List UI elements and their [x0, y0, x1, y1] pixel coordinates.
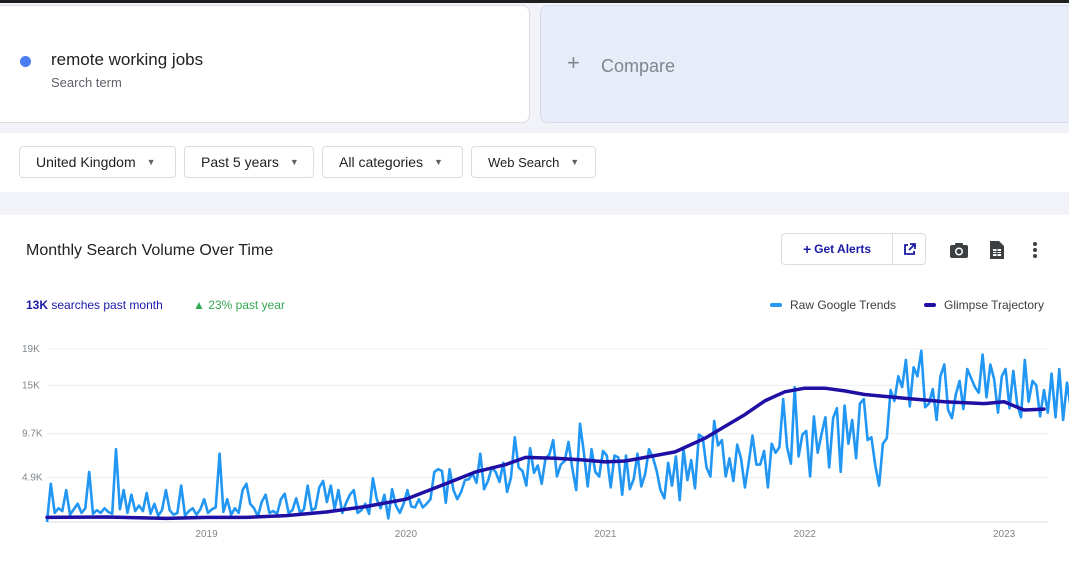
y-tick-label: 15K	[22, 380, 40, 391]
legend-swatch	[770, 303, 782, 307]
get-alerts-label: Get Alerts	[814, 242, 872, 256]
growth-up-arrow-icon: ▲	[193, 298, 205, 312]
filter-region-label: United Kingdom	[36, 154, 136, 170]
external-link-icon[interactable]	[893, 234, 925, 264]
search-term-subtitle: Search term	[51, 75, 122, 90]
compare-card[interactable]: + Compare	[540, 5, 1069, 123]
legend-item-raw: Raw Google Trends	[770, 298, 896, 312]
plus-icon: +	[802, 241, 812, 257]
x-tick-label: 2020	[395, 529, 418, 540]
legend-item-trajectory: Glimpse Trajectory	[924, 298, 1044, 312]
get-alerts-button[interactable]: + Get Alerts	[782, 234, 893, 264]
compare-label: Compare	[601, 56, 676, 76]
filter-category-label: All categories	[339, 154, 424, 170]
spreadsheet-icon[interactable]	[986, 239, 1008, 261]
x-tick-label: 2019	[195, 529, 218, 540]
search-volume-chart: 19K 15K 9.7K 4.9K 2019 2020 2021 2022 2023	[22, 344, 1069, 540]
legend-swatch	[924, 303, 936, 307]
filter-category-dropdown[interactable]: All categories ▼	[322, 146, 463, 178]
y-tick-label: 9.7K	[22, 429, 43, 440]
series-color-dot	[20, 56, 31, 67]
y-tick-label: 19K	[22, 344, 40, 355]
searches-text: searches past month	[51, 298, 163, 312]
caret-down-icon: ▼	[289, 157, 299, 167]
filter-time-range-dropdown[interactable]: Past 5 years ▼	[184, 146, 314, 178]
searches-past-month: 13K searches past month	[26, 298, 163, 312]
alerts-group: + Get Alerts	[781, 233, 926, 265]
search-term-card[interactable]: remote working jobs Search term	[0, 5, 530, 123]
caret-down-icon: ▼	[146, 157, 156, 167]
window-top-border	[0, 0, 1069, 3]
series-line-raw-google-trends	[45, 349, 1069, 523]
y-tick-label: 4.9K	[22, 472, 43, 483]
series-line-glimpse-trajectory	[45, 386, 1046, 521]
panel-title: Monthly Search Volume Over Time	[26, 242, 274, 259]
search-volume-panel: Monthly Search Volume Over Time + Get Al…	[0, 215, 1069, 570]
caret-down-icon: ▼	[434, 157, 443, 167]
filter-bar: United Kingdom ▼ Past 5 years ▼ All cate…	[0, 133, 1069, 192]
filter-region-dropdown[interactable]: United Kingdom ▼	[19, 146, 176, 178]
growth-past-year: ▲ 23% past year	[193, 298, 285, 312]
growth-text: 23% past year	[208, 298, 285, 312]
searches-value: 13K	[26, 298, 49, 312]
legend-label: Glimpse Trajectory	[944, 298, 1045, 312]
search-term-title[interactable]: remote working jobs	[51, 50, 204, 69]
filter-search-type-label: Web Search	[488, 154, 560, 170]
x-tick-label: 2022	[794, 529, 817, 540]
camera-icon[interactable]	[948, 239, 970, 261]
x-tick-label: 2021	[594, 529, 617, 540]
x-tick-label: 2023	[993, 529, 1016, 540]
caret-down-icon: ▼	[570, 157, 580, 167]
legend-label: Raw Google Trends	[790, 298, 897, 312]
filter-time-range-label: Past 5 years	[201, 154, 279, 170]
filter-search-type-dropdown[interactable]: Web Search ▼	[471, 146, 596, 178]
more-vert-icon[interactable]	[1024, 239, 1046, 261]
plus-icon: +	[567, 50, 580, 75]
